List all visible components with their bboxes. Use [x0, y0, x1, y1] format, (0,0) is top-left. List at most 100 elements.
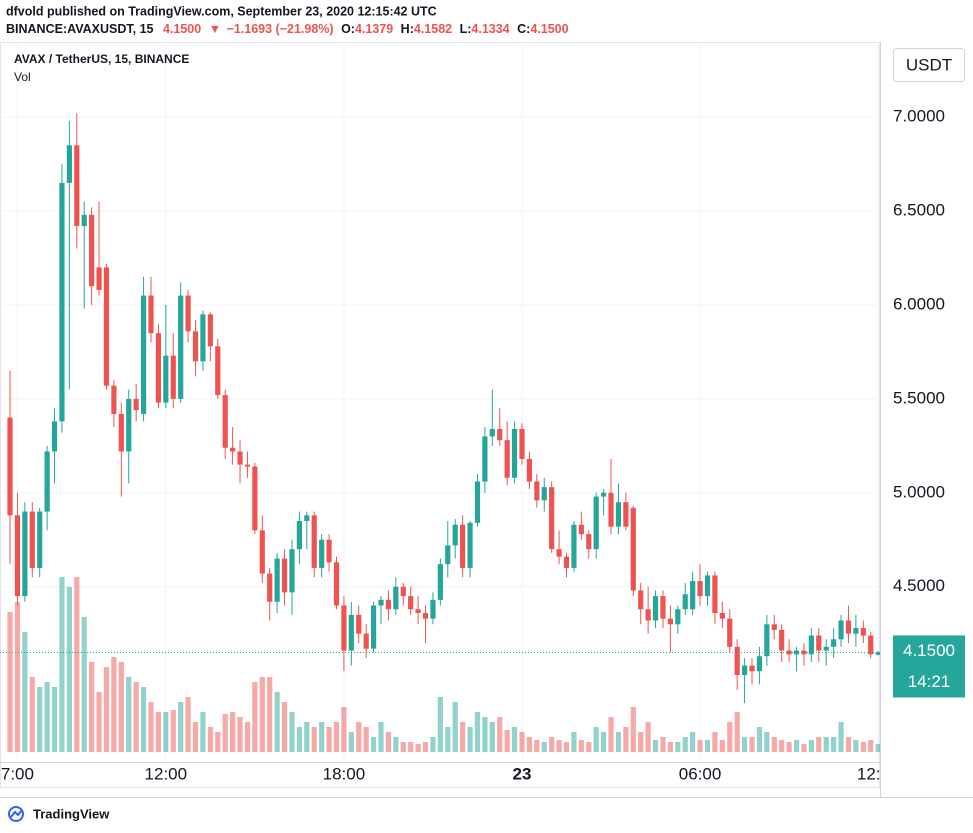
plot-frame [0, 42, 880, 788]
last-price: 4.1500 [163, 22, 201, 36]
candle-body [823, 646, 829, 651]
candle-body [460, 524, 466, 568]
volume-bar [808, 740, 814, 752]
candle-body [601, 492, 607, 497]
volume-bar [148, 702, 154, 752]
candle-body [534, 481, 540, 501]
volume-bar [178, 702, 184, 752]
volume-bar [853, 740, 859, 752]
volume-bar [845, 737, 852, 752]
candle-body [281, 558, 288, 593]
candle-body [615, 502, 622, 527]
candle-body [712, 575, 718, 614]
candle-body [37, 511, 43, 568]
candle-body [81, 214, 87, 227]
candle-body [727, 618, 733, 647]
candle-body [497, 428, 503, 441]
candle-body [400, 586, 406, 597]
volume-bar [549, 737, 555, 752]
volume-bar [422, 742, 429, 752]
volume-bar [356, 722, 362, 752]
currency-box[interactable] [893, 48, 965, 82]
candle-body [415, 609, 421, 614]
volume-bar [304, 722, 310, 752]
volume-bar [474, 712, 481, 752]
candle-body [133, 398, 139, 411]
open-value: 4.1379 [355, 22, 393, 36]
volume-bar [22, 632, 28, 752]
candle-body [326, 539, 332, 563]
volume-bar [623, 727, 629, 752]
candle-body [749, 665, 755, 672]
volume-bar [207, 727, 213, 752]
volume-bar [608, 717, 614, 752]
volume-bar [74, 577, 80, 752]
candle-body [215, 346, 221, 396]
volume-bar [741, 737, 748, 752]
candle-body [222, 395, 228, 448]
footer-brand: TradingView [33, 806, 110, 821]
candle-body [667, 618, 673, 625]
candle-body [541, 487, 547, 501]
volume-bar [675, 742, 681, 752]
volume-bar [519, 732, 525, 752]
x-tick-label: 18:00 [323, 764, 366, 783]
high-value: 4.1582 [414, 22, 452, 36]
volume-bar [370, 737, 377, 752]
candle-body [237, 451, 243, 465]
candle-body [779, 629, 785, 651]
candle-body [526, 458, 533, 482]
candle-body [853, 628, 859, 634]
y-tick-label: 5.0000 [893, 482, 945, 501]
volume-bar [140, 687, 147, 752]
candle-body [207, 314, 213, 347]
volume-bar [437, 697, 443, 752]
volume-bar [296, 727, 302, 752]
volume-bar [252, 682, 258, 752]
volume-bar [660, 737, 666, 752]
volume-bar [111, 657, 117, 752]
candle-body [126, 398, 132, 452]
candle-body [719, 613, 725, 619]
candle-body [267, 573, 273, 602]
volume-bar [29, 677, 35, 752]
volume-bar [89, 662, 95, 752]
candle-body [682, 594, 688, 610]
candle-body [311, 515, 317, 568]
candle-body [675, 609, 681, 625]
candle-body [578, 524, 584, 535]
candle-body [103, 267, 110, 386]
volume-bar [578, 740, 584, 752]
candles [0, 113, 880, 704]
candle-body [422, 613, 429, 619]
candle-body [690, 581, 696, 610]
candle-body [289, 549, 295, 593]
y-tick-label: 4.5000 [893, 576, 945, 595]
candle-body [860, 628, 866, 636]
volume-bar [801, 744, 807, 752]
y-tick-label: 6.0000 [893, 294, 945, 313]
countdown: 14:21 [908, 672, 951, 691]
candle-body [385, 599, 392, 610]
volume-bar [378, 722, 384, 752]
volume-bar [630, 707, 636, 752]
candle-body [549, 487, 555, 550]
volume-bar [816, 737, 822, 752]
candle-body [333, 562, 340, 606]
candle-body [170, 355, 176, 399]
candle-body [660, 596, 666, 619]
volume-bar [482, 717, 488, 752]
candle-body [111, 385, 117, 414]
volume-bar [831, 737, 837, 752]
chart-title: AVAX / TetherUS, 15, BINANCE [14, 52, 189, 66]
volume-bar [430, 737, 436, 752]
candle-body [259, 530, 265, 574]
candle-body [764, 624, 770, 657]
candle-body [563, 556, 570, 568]
candle-body [489, 428, 495, 437]
candle-body [378, 599, 384, 606]
volume-bar [170, 710, 176, 752]
direction: ▼ [209, 22, 221, 36]
candle-body [704, 575, 711, 597]
currency[interactable]: USDT [906, 55, 952, 74]
